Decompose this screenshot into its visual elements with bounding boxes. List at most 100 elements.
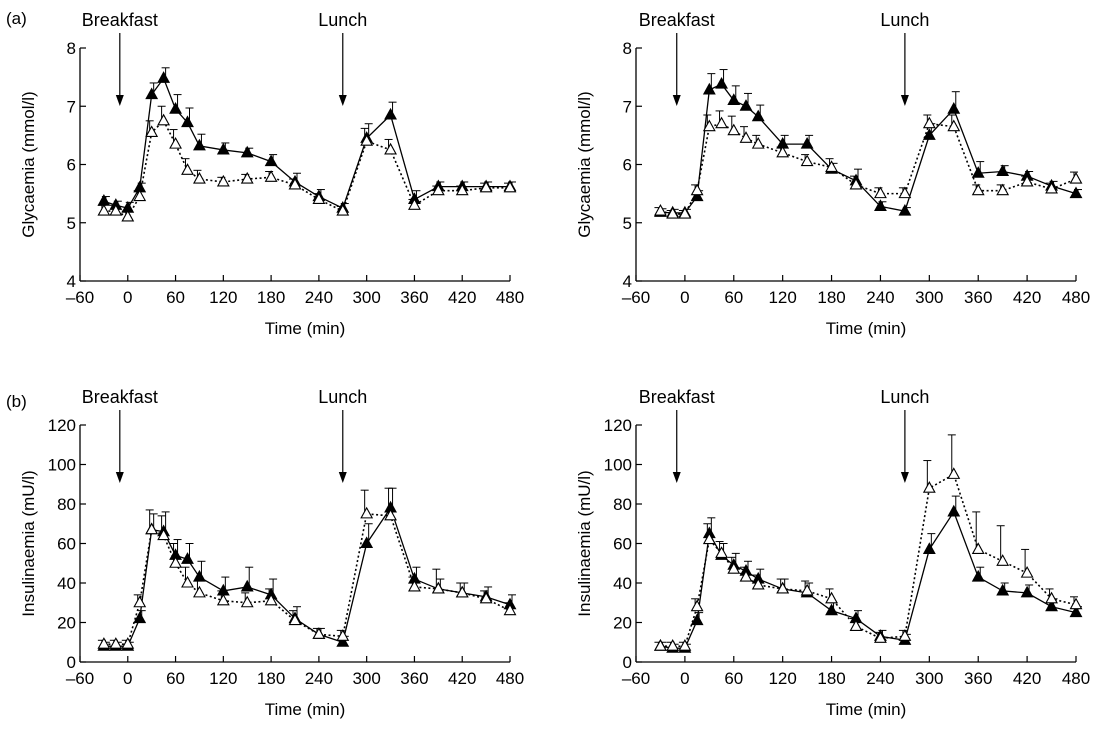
data-point-filled-triangle <box>874 199 887 211</box>
data-point-open-triangle <box>336 629 350 641</box>
y-tick-label: 7 <box>623 97 632 116</box>
data-point-open-triangle <box>431 183 445 196</box>
x-tick-label: 420 <box>448 288 476 307</box>
data-point-filled-triangle <box>922 128 936 140</box>
data-point-filled-triangle <box>264 154 278 167</box>
series-line-dotted <box>660 473 1077 648</box>
annotation-arrowhead <box>672 95 681 106</box>
annotation-label: Lunch <box>880 10 929 30</box>
data-point-filled-triangle <box>216 142 230 155</box>
data-point-filled-triangle <box>181 115 194 128</box>
data-point-open-triangle <box>874 186 887 199</box>
data-point-open-triangle <box>181 163 194 175</box>
data-point-open-triangle <box>216 174 230 187</box>
data-point-open-triangle <box>360 506 374 519</box>
data-point-open-triangle <box>408 579 421 592</box>
y-tick-label: 5 <box>623 214 632 233</box>
data-point-open-triangle <box>360 134 374 146</box>
y-tick-label: 4 <box>67 272 76 291</box>
data-point-open-triangle <box>455 585 469 598</box>
data-point-open-triangle <box>1045 591 1058 604</box>
annotation-arrowhead <box>672 472 681 483</box>
annotation-label: Lunch <box>318 10 367 30</box>
annotation-label: Breakfast <box>639 10 715 30</box>
data-point-open-triangle <box>922 116 936 129</box>
data-point-open-triangle <box>800 583 814 596</box>
y-tick-label: 0 <box>67 653 76 672</box>
data-point-filled-triangle <box>690 613 704 626</box>
annotation-arrowhead <box>900 472 909 483</box>
data-point-open-triangle <box>503 603 517 616</box>
y-axis-title: Insulinaemia (mU/l) <box>19 470 38 616</box>
data-point-open-triangle <box>384 508 397 521</box>
x-tick-label: 0 <box>123 288 132 307</box>
data-point-filled-triangle <box>145 87 159 100</box>
data-point-open-triangle <box>157 113 171 126</box>
x-tick-label: 360 <box>964 669 992 688</box>
x-tick-label: 360 <box>964 288 992 307</box>
data-point-open-triangle <box>825 160 838 172</box>
data-point-open-triangle <box>288 177 302 190</box>
annotation-label: Lunch <box>318 387 367 407</box>
x-tick-label: 480 <box>496 669 524 688</box>
data-point-open-triangle <box>264 170 278 182</box>
data-point-open-triangle <box>702 532 716 545</box>
data-point-filled-triangle <box>922 542 936 554</box>
y-tick-label: 120 <box>604 416 632 435</box>
data-point-filled-triangle <box>157 71 171 83</box>
y-tick-label: 6 <box>67 156 76 175</box>
x-tick-label: 60 <box>724 288 743 307</box>
y-tick-label: 60 <box>613 535 632 554</box>
x-tick-label: 120 <box>768 288 796 307</box>
data-point-open-triangle <box>898 186 912 199</box>
series-line-dotted <box>103 513 511 646</box>
x-tick-label: 480 <box>496 288 524 307</box>
x-tick-label: –60 <box>622 669 650 688</box>
data-point-open-triangle <box>193 171 206 184</box>
data-point-open-triangle <box>312 192 326 204</box>
x-tick-label: 0 <box>680 669 689 688</box>
y-tick-label: 120 <box>48 416 76 435</box>
data-point-open-triangle <box>666 639 680 651</box>
y-tick-label: 4 <box>623 272 632 291</box>
x-tick-label: 180 <box>257 669 285 688</box>
data-point-filled-triangle <box>1045 599 1058 612</box>
data-point-open-triangle <box>971 542 985 554</box>
data-point-open-triangle <box>751 136 765 149</box>
y-tick-label: 7 <box>67 97 76 116</box>
data-point-open-triangle <box>336 203 350 216</box>
data-point-open-triangle <box>996 554 1010 566</box>
data-point-open-triangle <box>654 203 667 216</box>
data-point-open-triangle <box>776 145 790 158</box>
data-point-open-triangle <box>739 569 753 582</box>
x-tick-label: 360 <box>400 669 428 688</box>
panel-label-a: (a) <box>6 9 27 28</box>
x-tick-label: 60 <box>724 669 743 688</box>
x-tick-label: 240 <box>866 288 894 307</box>
data-point-filled-triangle <box>947 102 961 114</box>
glycaemia-chart-left: 4 5 6 7 8 –60 0 60 120 180 240 300 360 420 480 Time (mi… <box>19 10 524 338</box>
data-point-open-triangle <box>751 577 765 590</box>
data-point-open-triangle <box>715 546 728 558</box>
data-point-open-triangle <box>431 581 445 594</box>
data-point-open-triangle <box>193 585 206 598</box>
data-point-open-triangle <box>874 631 887 643</box>
data-point-open-triangle <box>739 131 753 143</box>
data-point-filled-triangle <box>800 136 814 149</box>
x-tick-label: 480 <box>1062 669 1090 688</box>
data-point-open-triangle <box>825 591 838 604</box>
data-point-filled-triangle <box>360 536 374 549</box>
x-tick-label: 300 <box>352 669 380 688</box>
data-point-open-triangle <box>898 629 912 641</box>
data-point-filled-triangle <box>727 93 741 105</box>
data-point-filled-triangle <box>739 99 753 111</box>
data-point-open-triangle <box>1069 597 1083 610</box>
data-point-filled-triangle <box>336 635 350 647</box>
data-point-filled-triangle <box>1069 605 1083 618</box>
x-tick-label: 420 <box>448 669 476 688</box>
data-point-open-triangle <box>479 591 493 604</box>
y-tick-label: 6 <box>623 156 632 175</box>
data-point-open-triangle <box>727 123 741 136</box>
x-tick-label: 240 <box>866 669 894 688</box>
